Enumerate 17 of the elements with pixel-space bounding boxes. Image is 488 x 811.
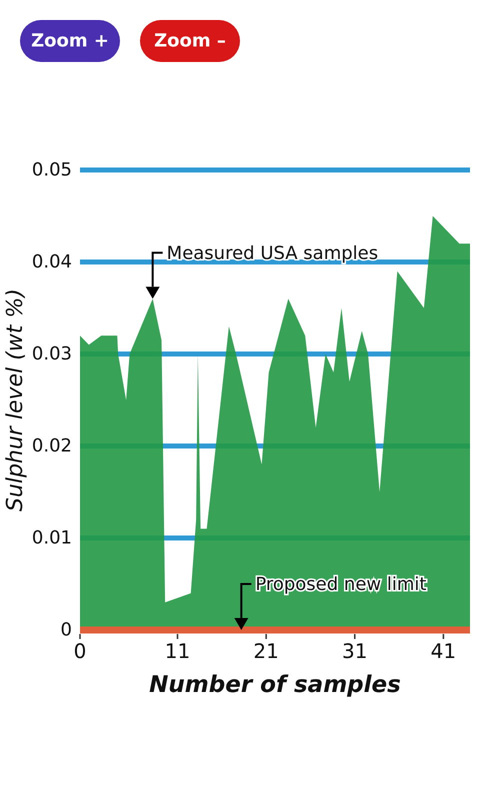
y-tick-label: 0 — [60, 620, 72, 640]
y-tick-label: 0.03 — [32, 344, 72, 364]
x-tick-label: 11 — [164, 639, 190, 663]
zoom-button: Zoom – — [140, 20, 240, 62]
x-tick-label: 21 — [253, 639, 279, 663]
x-axis-title: Number of samples — [149, 672, 401, 698]
y-tick-label: 0.04 — [32, 252, 72, 272]
annotation: Proposed new limit — [255, 574, 426, 595]
x-tick-label: 31 — [342, 639, 368, 663]
y-tick-label: 0.01 — [32, 528, 72, 548]
y-tick-label: 0.05 — [32, 160, 72, 180]
y-tick-label: 0.02 — [32, 436, 72, 456]
zoom-button: Zoom + — [20, 20, 120, 62]
x-tick-label: 41 — [430, 639, 456, 663]
annotation: Measured USA samples — [166, 242, 378, 264]
x-tick-label: 0 — [74, 639, 86, 663]
y-axis-title: Sulphur level (wt %) — [3, 288, 28, 512]
